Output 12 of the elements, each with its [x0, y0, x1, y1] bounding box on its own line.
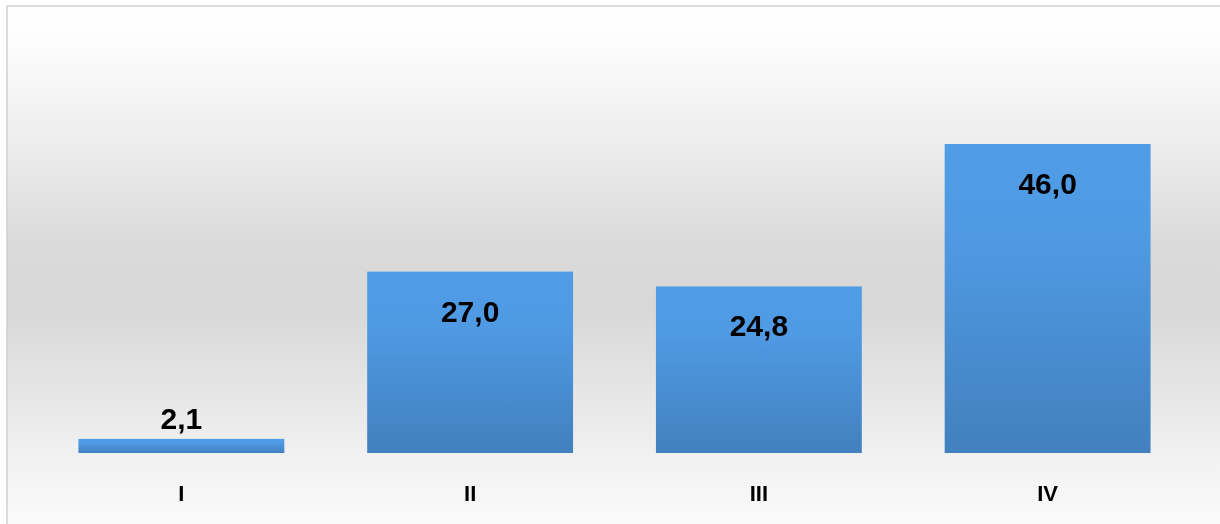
x-tick-label: I: [178, 481, 185, 506]
x-tick-label: IV: [1037, 481, 1059, 506]
bar: [655, 286, 862, 453]
data-label: 24,8: [729, 309, 789, 343]
data-label: 27,0: [440, 294, 500, 328]
data-label: 46,0: [1018, 167, 1077, 200]
x-tick-label: III: [749, 481, 769, 506]
x-tick-label: II: [464, 481, 477, 506]
data-label: 2,1: [160, 401, 203, 435]
bar: [78, 438, 285, 453]
bar: [367, 271, 574, 453]
bar: [944, 144, 1151, 453]
